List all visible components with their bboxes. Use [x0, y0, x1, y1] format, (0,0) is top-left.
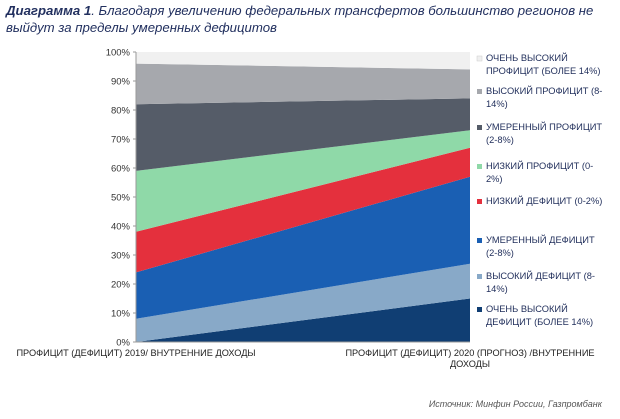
y-tick-label: 30%	[111, 251, 131, 262]
y-tick-labels: 0% 10% 20% 30% 40% 50% 60% 70% 80% 90% 100%	[106, 48, 136, 349]
legend-label-3: УМЕРЕННЫЙ ДЕФИЦИТ (2-8%)	[486, 234, 595, 258]
area-series-7	[136, 63, 470, 105]
area-series-8	[136, 52, 470, 70]
legend-swatch-4	[477, 199, 482, 204]
legend-label-line: НИЗКИЙ ПРОФИЦИТ (0-	[486, 160, 593, 171]
x-category-labels: ПРОФИЦИТ (ДЕФИЦИТ) 2019/ ВНУТРЕННИЕ ДОХО…	[16, 348, 594, 369]
chart-title: Диаграмма 1. Благодаря увеличению федера…	[6, 2, 606, 36]
legend-swatch-3	[477, 238, 482, 243]
legend-label-2: ВЫСОКИЙ ДЕФИЦИТ (8- 14%)	[486, 270, 595, 294]
area-series-6	[136, 98, 470, 171]
source-note: Источник: Минфин России, Газпромбанк	[428, 399, 602, 409]
legend: ОЧЕНЬ ВЫСОКИЙ ДЕФИЦИТ (БОЛЕЕ 14%) ВЫСОКИЙ …	[476, 52, 602, 327]
area-series-5	[136, 130, 470, 232]
x-category-label-line: ДОХОДЫ	[450, 359, 490, 369]
y-tick-label: 50%	[111, 193, 131, 204]
y-tick-label: 70%	[111, 135, 131, 146]
legend-label-line: УМЕРЕННЫЙ ПРОФИЦИТ	[486, 121, 602, 132]
legend-swatch-1	[477, 307, 482, 312]
legend-label-line: (2-8%)	[486, 135, 514, 145]
area-series-group	[136, 52, 470, 342]
legend-label-line: ВЫСОКИЙ ПРОФИЦИТ (8-	[486, 85, 602, 96]
y-tick-label: 90%	[111, 77, 131, 88]
x-category-label-line: ПРОФИЦИТ (ДЕФИЦИТ) 2019/ ВНУТРЕННИЕ ДОХО…	[16, 348, 255, 358]
y-tick-label: 60%	[111, 164, 131, 175]
y-tick-label: 80%	[111, 106, 131, 117]
area-series-3	[136, 176, 470, 319]
x-category-label-2: ПРОФИЦИТ (ДЕФИЦИТ) 2020 (ПРОГНОЗ) /ВНУТР…	[345, 348, 594, 369]
legend-label-line: ОЧЕНЬ ВЫСОКИЙ	[486, 52, 568, 63]
y-tick-label: 40%	[111, 222, 131, 233]
legend-label-line: ПРОФИЦИТ (БОЛЕЕ 14%)	[486, 66, 601, 76]
legend-label-line: УМЕРЕННЫЙ ДЕФИЦИТ	[486, 234, 595, 245]
y-tick-label: 10%	[111, 309, 131, 320]
legend-label-line: (2-8%)	[486, 248, 514, 258]
legend-swatch-2	[477, 274, 482, 279]
legend-label-line: ОЧЕНЬ ВЫСОКИЙ	[486, 303, 568, 314]
legend-label-line: 14%)	[486, 99, 508, 109]
x-category-label-1: ПРОФИЦИТ (ДЕФИЦИТ) 2019/ ВНУТРЕННИЕ ДОХО…	[16, 348, 255, 358]
legend-label-8: ОЧЕНЬ ВЫСОКИЙ ПРОФИЦИТ (БОЛЕЕ 14%)	[486, 52, 601, 76]
legend-label-line: ВЫСОКИЙ ДЕФИЦИТ (8-	[486, 270, 595, 281]
chart-title-text: Благодаря увеличению федеральных трансфе…	[6, 3, 594, 35]
legend-label-6: УМЕРЕННЫЙ ПРОФИЦИТ (2-8%)	[486, 121, 602, 145]
area-series-2	[136, 263, 470, 342]
legend-label-4: НИЗКИЙ ДЕФИЦИТ (0-2%)	[486, 195, 602, 206]
legend-label-1: ОЧЕНЬ ВЫСОКИЙ ДЕФИЦИТ (БОЛЕЕ 14%)	[486, 303, 593, 327]
legend-label-line: 14%)	[486, 284, 508, 294]
legend-label-line: ДЕФИЦИТ (БОЛЕЕ 14%)	[486, 317, 593, 327]
legend-swatch-6	[477, 125, 482, 130]
chart-title-prefix: Диаграмма 1	[6, 3, 92, 18]
legend-label-7: ВЫСОКИЙ ПРОФИЦИТ (8- 14%)	[486, 85, 602, 109]
chart-title-separator: .	[91, 3, 99, 18]
legend-swatch-5	[477, 164, 482, 169]
legend-swatch-7	[477, 89, 482, 94]
y-tick-label: 0%	[116, 338, 130, 349]
legend-label-line: 2%)	[486, 174, 503, 184]
y-tick-label: 100%	[106, 48, 131, 59]
x-category-label-line: ПРОФИЦИТ (ДЕФИЦИТ) 2020 (ПРОГНОЗ) /ВНУТР…	[345, 348, 594, 358]
legend-label-5: НИЗКИЙ ПРОФИЦИТ (0- 2%)	[486, 160, 593, 184]
area-series-4	[136, 147, 470, 273]
legend-label-line: НИЗКИЙ ДЕФИЦИТ (0-2%)	[486, 195, 602, 206]
y-tick-label: 20%	[111, 280, 131, 291]
legend-swatch-8	[476, 55, 483, 62]
